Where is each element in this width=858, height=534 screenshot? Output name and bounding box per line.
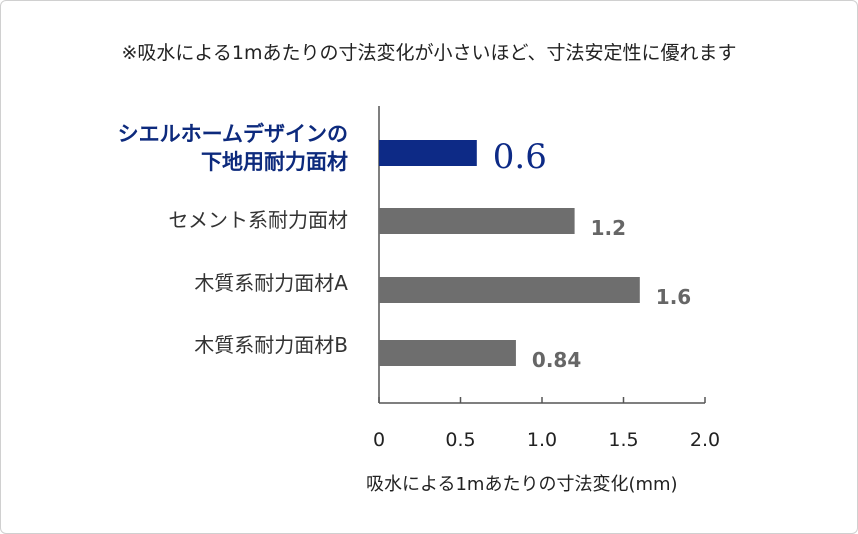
category-label-shiel-home: シエルホームデザインの 下地用耐力面材 [118, 120, 348, 176]
category-label-line: シエルホームデザインの [117, 122, 348, 146]
x-tick-label: 0.5 [445, 429, 475, 451]
bar [379, 140, 477, 166]
data-label: 0.84 [532, 348, 581, 372]
data-label: 1.2 [591, 216, 626, 240]
x-tick-label: 1.0 [527, 429, 557, 451]
x-tick-label: 1.5 [608, 429, 638, 451]
category-label-line: 下地用耐力面材 [201, 150, 348, 174]
data-label: 1.6 [656, 285, 691, 309]
chart-note: ※吸水による1mあたりの寸法変化が小さいほど、寸法安定性に優れます [121, 42, 737, 64]
x-tick-label: 2.0 [690, 429, 720, 451]
x-tick-label: 0 [373, 429, 385, 451]
category-label-wood-a: 木質系耐力面材A [194, 271, 348, 295]
bar [379, 340, 516, 366]
x-axis-title: 吸水による1mあたりの寸法変化(mm) [366, 474, 678, 495]
bar [379, 277, 640, 303]
category-label-cement: セメント系耐力面材 [168, 208, 348, 232]
category-label-wood-b: 木質系耐力面材B [194, 333, 348, 357]
bar [379, 208, 575, 234]
data-label: 0.6 [493, 137, 547, 177]
